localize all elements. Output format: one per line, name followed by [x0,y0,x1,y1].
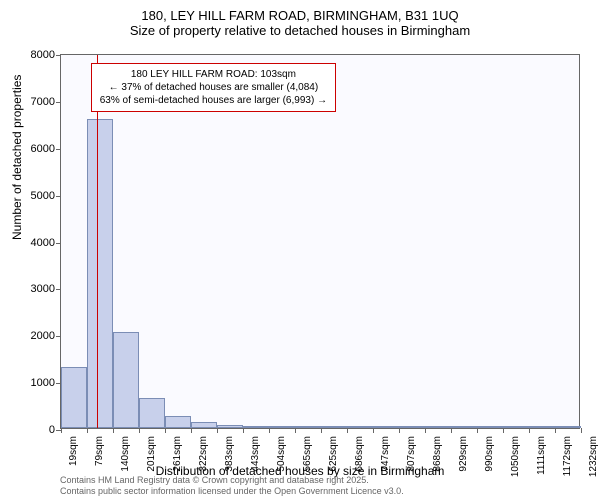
x-tick-mark [425,428,426,433]
x-tick-mark [243,428,244,433]
x-tick-mark [451,428,452,433]
chart-container: 180, LEY HILL FARM ROAD, BIRMINGHAM, B31… [0,0,600,500]
footer-line1: Contains HM Land Registry data © Crown c… [60,475,404,486]
y-axis-label: Number of detached properties [10,75,24,240]
histogram-bar [451,426,477,428]
x-tick-mark [321,428,322,433]
x-tick-mark [139,428,140,433]
x-tick-mark [87,428,88,433]
x-tick-mark [477,428,478,433]
x-tick-mark [191,428,192,433]
y-tick-mark [56,55,61,56]
footer-line2: Contains public sector information licen… [60,486,404,497]
chart-title: 180, LEY HILL FARM ROAD, BIRMINGHAM, B31… [0,0,600,23]
histogram-bar [191,422,217,428]
histogram-bar [477,426,503,428]
annotation-line3: 63% of semi-detached houses are larger (… [100,94,327,107]
x-tick-mark [165,428,166,433]
x-tick-mark [581,428,582,433]
x-tick-mark [399,428,400,433]
x-tick-mark [295,428,296,433]
x-tick-mark [347,428,348,433]
histogram-bar [269,426,295,428]
histogram-bar [555,426,581,428]
annotation-line2: ← 37% of detached houses are smaller (4,… [100,81,327,94]
x-tick-mark [61,428,62,433]
histogram-bar [61,367,87,428]
y-tick-mark [56,102,61,103]
histogram-bar [503,426,529,428]
y-tick-mark [56,243,61,244]
x-tick-mark [529,428,530,433]
histogram-bar [399,426,425,428]
y-tick-mark [56,336,61,337]
annotation-line1: 180 LEY HILL FARM ROAD: 103sqm [100,68,327,81]
x-tick-mark [503,428,504,433]
x-tick-mark [555,428,556,433]
histogram-bar [295,426,321,428]
histogram-bar [113,332,139,428]
histogram-bar [425,426,451,428]
histogram-bar [87,119,113,428]
y-tick-mark [56,149,61,150]
y-tick-mark [56,196,61,197]
footer-attribution: Contains HM Land Registry data © Crown c… [60,475,404,497]
histogram-bar [321,426,347,428]
histogram-bar [243,426,269,428]
x-tick-label: 19sqm [64,436,79,466]
x-tick-mark [113,428,114,433]
chart-subtitle: Size of property relative to detached ho… [0,23,600,38]
histogram-bar [165,416,191,428]
histogram-bar [347,426,373,428]
histogram-bar [139,398,165,428]
histogram-bar [373,426,399,428]
histogram-bar [529,426,555,428]
annotation-box: 180 LEY HILL FARM ROAD: 103sqm ← 37% of … [91,63,336,112]
x-tick-label: 79sqm [90,436,105,466]
x-tick-mark [269,428,270,433]
histogram-bar [217,425,243,428]
plot-area: 010002000300040005000600070008000 19sqm7… [60,54,580,429]
x-tick-mark [373,428,374,433]
y-tick-mark [56,289,61,290]
x-tick-mark [217,428,218,433]
